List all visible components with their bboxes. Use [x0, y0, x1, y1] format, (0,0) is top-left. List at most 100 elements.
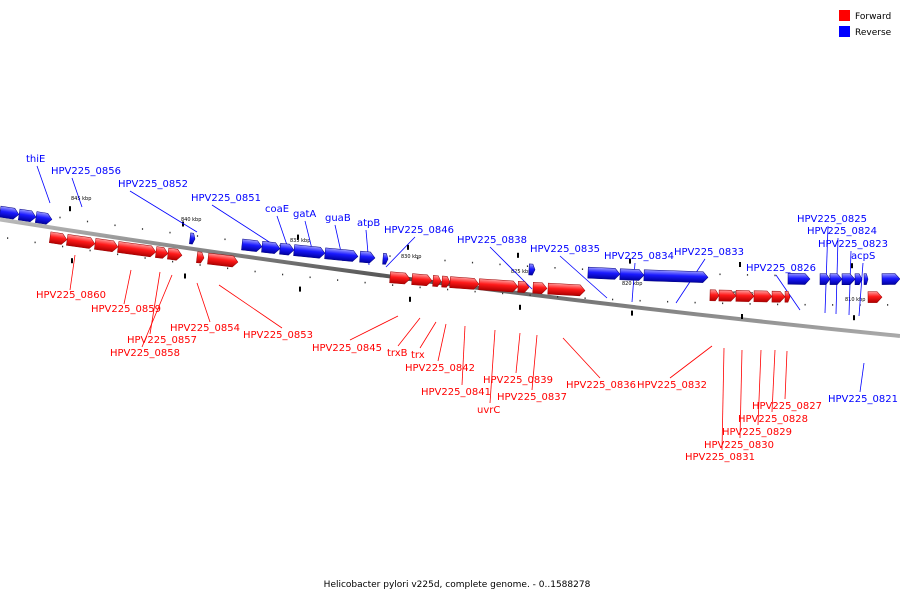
leader-line	[824, 225, 829, 314]
minor-tick	[581, 268, 584, 270]
leader-line	[349, 315, 399, 341]
minor-tick	[254, 270, 256, 273]
reverse-gene	[643, 269, 709, 283]
gene-label: HPV225_0834	[604, 251, 674, 262]
forward-gene	[449, 276, 480, 290]
minor-tick	[777, 303, 779, 306]
leader-line	[196, 282, 211, 323]
gene-label: guaB	[325, 213, 351, 224]
gene-label: thiE	[26, 154, 45, 165]
scale-label: 810 kbp	[845, 297, 865, 303]
reverse-gene	[359, 250, 376, 264]
minor-tick	[199, 264, 201, 266]
minor-tick	[774, 274, 776, 277]
leader-line	[71, 177, 83, 208]
forward-gene	[196, 251, 205, 264]
leader-line	[461, 325, 466, 386]
forward-gene	[517, 281, 530, 293]
forward-gene	[771, 290, 786, 303]
minor-tick	[34, 241, 36, 244]
legend-forward-swatch	[839, 10, 850, 21]
minor-tick	[141, 228, 144, 230]
gene-label: HPV225_0854	[170, 323, 240, 334]
reverse-gene	[189, 232, 196, 245]
major-tick	[629, 258, 631, 264]
minor-tick	[474, 290, 476, 293]
minor-tick	[832, 304, 834, 306]
minor-tick	[389, 255, 391, 257]
gene-label: HPV225_0846	[384, 225, 454, 236]
gene-label: HPV225_0838	[457, 235, 527, 246]
leader-line	[721, 347, 725, 451]
minor-tick	[804, 303, 806, 306]
gene-label: HPV225_0858	[110, 348, 180, 359]
minor-tick	[584, 297, 586, 299]
minor-tick	[364, 281, 366, 284]
leader-line	[757, 349, 762, 426]
minor-tick	[279, 244, 281, 247]
minor-tick	[282, 273, 284, 276]
minor-tick	[612, 298, 614, 301]
scale-label: 820 kbp	[622, 281, 642, 287]
forward-gene	[167, 247, 183, 261]
reverse-gene	[241, 238, 263, 252]
minor-tick	[7, 237, 9, 239]
minor-tick	[62, 245, 64, 248]
minor-tick	[89, 249, 91, 252]
scale-label: 840 kbp	[181, 217, 201, 223]
leader-line	[141, 274, 173, 348]
leader-line	[218, 284, 283, 329]
major-tick	[297, 234, 299, 240]
leader-line	[419, 321, 437, 349]
reverse-gene	[261, 240, 281, 254]
reverse-gene	[619, 268, 645, 281]
minor-tick	[224, 238, 226, 241]
reverse-gene	[863, 273, 869, 285]
major-tick	[851, 263, 853, 269]
forward-gene	[155, 246, 169, 259]
reverse-gene	[528, 263, 536, 276]
major-tick	[407, 244, 409, 250]
reverse-gene	[279, 242, 295, 256]
minor-tick	[444, 259, 446, 262]
minor-tick	[144, 257, 146, 259]
minor-tick	[196, 235, 199, 237]
major-tick	[517, 252, 519, 258]
minor-tick	[557, 296, 559, 298]
minor-tick	[719, 273, 721, 276]
major-tick	[182, 221, 184, 227]
legend-forward-label: Forward	[855, 12, 891, 22]
forward-gene	[735, 290, 755, 302]
forward-gene	[432, 275, 442, 287]
gene-label: HPV225_0853	[243, 330, 313, 341]
reverse-gene	[324, 247, 359, 262]
gene-label: HPV225_0856	[51, 166, 121, 177]
reverse-gene	[841, 273, 856, 285]
gene-label: trx	[411, 350, 425, 361]
reverse-gene	[0, 205, 20, 220]
leader-line	[211, 204, 278, 248]
leader-line	[129, 190, 198, 233]
gene-label: HPV225_0829	[722, 427, 792, 438]
gene-label: HPV225_0857	[127, 335, 197, 346]
forward-gene	[389, 271, 411, 285]
minor-tick	[86, 220, 89, 223]
gene-label: HPV225_0842	[405, 363, 475, 374]
minor-tick	[722, 302, 724, 305]
leader-line	[739, 349, 743, 439]
minor-tick	[172, 260, 174, 263]
gene-label: gatA	[293, 209, 316, 220]
forward-gene	[867, 291, 883, 303]
forward-gene	[207, 252, 239, 268]
scale-label: 835 kbp	[290, 238, 310, 244]
gene-label: HPV225_0831	[685, 452, 755, 463]
forward-gene	[441, 275, 451, 288]
forward-gene	[532, 281, 548, 294]
leader-line	[669, 345, 713, 379]
gene-label: acpS	[851, 251, 875, 262]
minor-tick	[419, 286, 421, 289]
leader-line	[559, 255, 608, 299]
minor-tick	[639, 299, 641, 302]
gene-label: HPV225_0839	[483, 375, 553, 386]
major-tick	[71, 258, 73, 264]
